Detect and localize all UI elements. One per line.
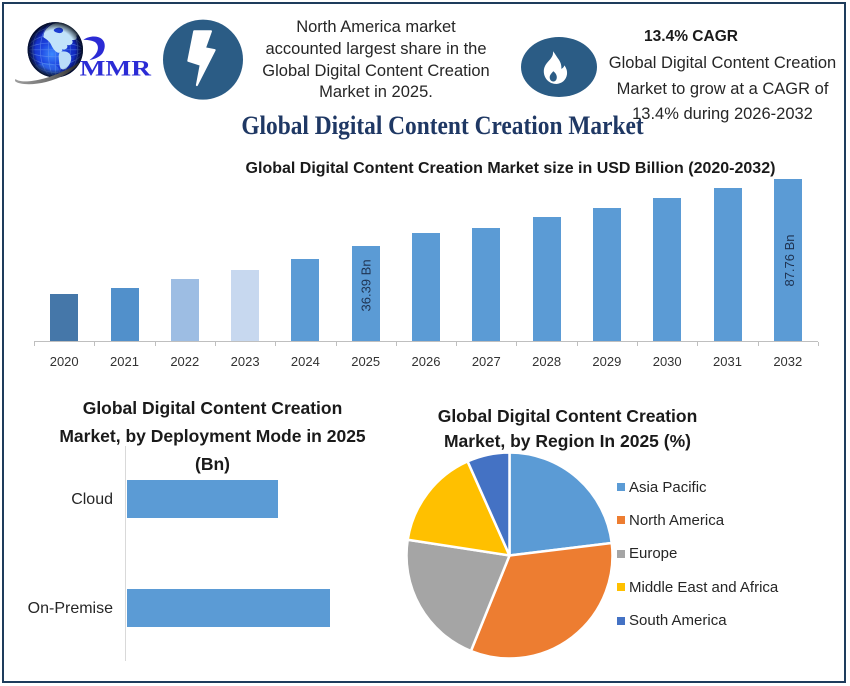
- svg-text:MMR: MMR: [80, 57, 153, 81]
